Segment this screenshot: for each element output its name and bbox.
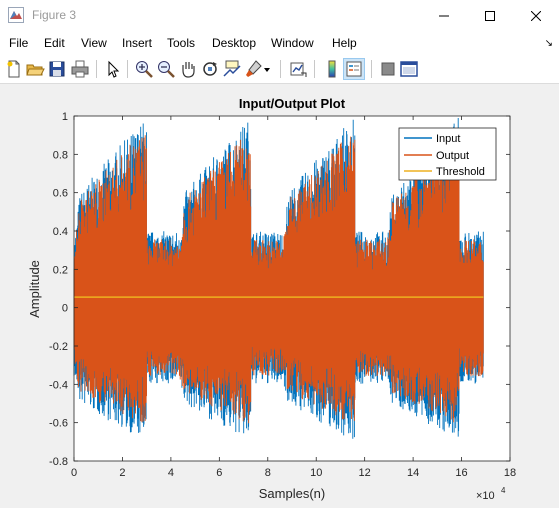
menu-bar: File Edit View Insert Tools Desktop Wind… xyxy=(0,31,559,55)
menu-window[interactable]: Window xyxy=(271,36,314,50)
figure-toolbar xyxy=(0,55,559,84)
matlab-figure-icon xyxy=(8,7,24,23)
minimize-icon xyxy=(439,15,449,16)
y-tick-label: -0.2 xyxy=(49,341,68,353)
y-tick-label: 0.6 xyxy=(53,188,68,200)
toolbar-separator xyxy=(127,60,128,78)
y-tick-label: 0.8 xyxy=(53,149,68,161)
x-tick-label: 12 xyxy=(359,467,371,479)
menu-tools[interactable]: Tools xyxy=(167,36,196,50)
toolbar-separator xyxy=(96,60,97,78)
x-tick-label: 4 xyxy=(168,467,174,479)
close-button[interactable] xyxy=(513,0,559,31)
toolbar-separator xyxy=(314,60,315,78)
menu-file[interactable]: File xyxy=(9,36,29,50)
menu-view[interactable]: View xyxy=(81,36,107,50)
axes-box xyxy=(73,115,511,462)
dock-arrow-icon[interactable]: ↘ xyxy=(544,38,553,49)
menu-insert[interactable]: Insert xyxy=(122,36,153,50)
maximize-icon xyxy=(485,10,495,21)
legend-icon[interactable] xyxy=(343,58,365,80)
axis-ticks: 0 2 4 6 8 10 12 14 16 18 -0.8 -0.6 -0.4 -0.2 0 0.2 0.4 0.… xyxy=(49,111,516,479)
x-tick-label: 14 xyxy=(407,467,419,479)
figure-canvas: 0 2 4 6 8 10 12 14 16 18 -0.8 -0.6 -0.4 -0.2 0 0.2 0.4 0.… xyxy=(0,84,559,503)
y-tick-label: -0.8 xyxy=(49,456,68,468)
x-tick-label: 2 xyxy=(119,467,125,479)
zoom-in-icon[interactable] xyxy=(134,59,154,79)
menu-desktop[interactable]: Desktop xyxy=(212,36,257,50)
title-bar: Figure 3 xyxy=(0,0,559,31)
minimize-button[interactable] xyxy=(421,0,467,31)
legend[interactable]: Input Output Threshold xyxy=(398,127,497,181)
legend-label-threshold: Threshold xyxy=(436,166,485,178)
toolbar-separator xyxy=(280,60,281,78)
legend-label-output: Output xyxy=(436,150,469,162)
data-cursor-icon[interactable] xyxy=(222,59,242,79)
x-tick-label: 18 xyxy=(504,467,516,479)
y-tick-label: -0.4 xyxy=(49,379,68,391)
x-tick-label: 10 xyxy=(310,467,322,479)
menu-help[interactable]: Help xyxy=(332,36,357,50)
brush-icon[interactable] xyxy=(244,59,264,79)
y-axis-label: Amplitude xyxy=(27,260,42,318)
hide-plot-tools-icon[interactable] xyxy=(378,59,398,79)
toolbar-separator xyxy=(371,60,372,78)
maximize-button[interactable] xyxy=(467,0,513,31)
y-tick-label: -0.6 xyxy=(49,418,68,430)
x-tick-label: 6 xyxy=(216,467,222,479)
print-icon[interactable] xyxy=(70,59,90,79)
x-exponent-base: ×10 xyxy=(476,490,495,502)
colorbar-icon[interactable] xyxy=(322,59,342,79)
y-tick-label: 1 xyxy=(62,111,68,123)
open-file-icon[interactable] xyxy=(25,59,45,79)
pan-icon[interactable] xyxy=(178,59,198,79)
x-tick-label: 8 xyxy=(265,467,271,479)
menu-edit[interactable]: Edit xyxy=(44,36,65,50)
link-plot-icon[interactable] xyxy=(288,59,308,79)
close-icon xyxy=(531,10,541,21)
x-exponent-power: 4 xyxy=(501,486,506,495)
zoom-out-icon[interactable] xyxy=(156,59,176,79)
rotate-3d-icon[interactable] xyxy=(200,59,220,79)
plot-area[interactable]: 0 2 4 6 8 10 12 14 16 18-0.8-0.6-0.4-0.200.20.40.… xyxy=(0,84,559,503)
pointer-icon[interactable] xyxy=(103,59,123,79)
new-figure-icon[interactable] xyxy=(4,59,24,79)
y-tick-label: 0 xyxy=(62,303,68,315)
brush-dropdown-icon[interactable] xyxy=(262,59,272,79)
save-icon[interactable] xyxy=(47,59,67,79)
x-tick-label: 16 xyxy=(455,467,467,479)
y-tick-label: 0.4 xyxy=(53,226,68,238)
x-tick-label: 0 xyxy=(71,467,77,479)
legend-label-input: Input xyxy=(436,133,460,145)
chart-title: Input/Output Plot xyxy=(239,96,346,111)
show-plot-tools-icon[interactable] xyxy=(399,59,419,79)
window-title: Figure 3 xyxy=(32,8,77,22)
y-tick-label: 0.2 xyxy=(53,264,68,276)
x-axis-label: Samples(n) xyxy=(259,486,325,501)
